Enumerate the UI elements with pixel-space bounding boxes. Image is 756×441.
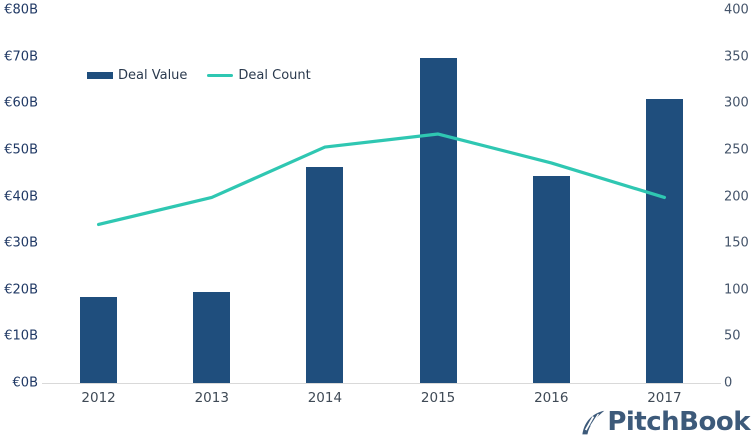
left-axis-tick-€70B: €70B <box>4 49 38 65</box>
bar-2014 <box>306 167 344 383</box>
legend-item-deal-value: Deal Value <box>87 68 187 83</box>
left-axis-tick-€10B: €10B <box>4 328 38 344</box>
left-axis-tick-€20B: €20B <box>4 282 38 298</box>
bar-2015 <box>419 57 457 383</box>
logo-text: PitchBook <box>607 407 750 437</box>
right-axis-tick-250: 250 <box>724 142 749 158</box>
deal-value-bar-swatch <box>87 72 113 79</box>
quill-icon <box>582 410 605 434</box>
right-axis-tick-350: 350 <box>724 49 749 65</box>
left-axis-tick-€30B: €30B <box>4 235 38 251</box>
legend-label-deal-count: Deal Count <box>238 68 311 83</box>
right-axis-tick-100: 100 <box>724 282 749 298</box>
x-label-2013: 2013 <box>194 390 229 406</box>
pitchbook-logo: PitchBook <box>579 407 750 437</box>
x-label-2014: 2014 <box>307 390 343 406</box>
x-label-2012: 2012 <box>81 390 116 406</box>
x-axis-line <box>42 383 721 384</box>
bar-2013 <box>193 291 231 383</box>
left-axis-tick-€50B: €50B <box>4 142 38 158</box>
right-axis-tick-50: 50 <box>724 328 741 344</box>
left-axis-tick-€0B: €0B <box>12 375 38 391</box>
x-label-2017: 2017 <box>647 390 682 406</box>
left-axis-tick-€40B: €40B <box>4 189 38 204</box>
right-axis-tick-200: 200 <box>724 189 749 204</box>
deal-count-line-swatch <box>207 73 234 78</box>
x-label-2016: 2016 <box>534 390 569 406</box>
legend: Deal Value Deal Count <box>87 68 311 83</box>
left-axis-tick-€80B: €80B <box>4 2 38 18</box>
legend-item-deal-count: Deal Count <box>207 68 311 83</box>
right-axis-tick-300: 300 <box>724 95 749 111</box>
bar-2017 <box>645 98 683 383</box>
right-axis-tick-0: 0 <box>724 375 733 391</box>
bar-2016 <box>532 175 570 383</box>
left-axis-tick-€60B: €60B <box>4 95 38 111</box>
bar-2012 <box>80 297 118 383</box>
x-label-2015: 2015 <box>420 390 456 406</box>
right-axis-tick-150: 150 <box>724 235 749 251</box>
right-axis-tick-400: 400 <box>724 2 749 18</box>
legend-label-deal-value: Deal Value <box>118 68 188 83</box>
